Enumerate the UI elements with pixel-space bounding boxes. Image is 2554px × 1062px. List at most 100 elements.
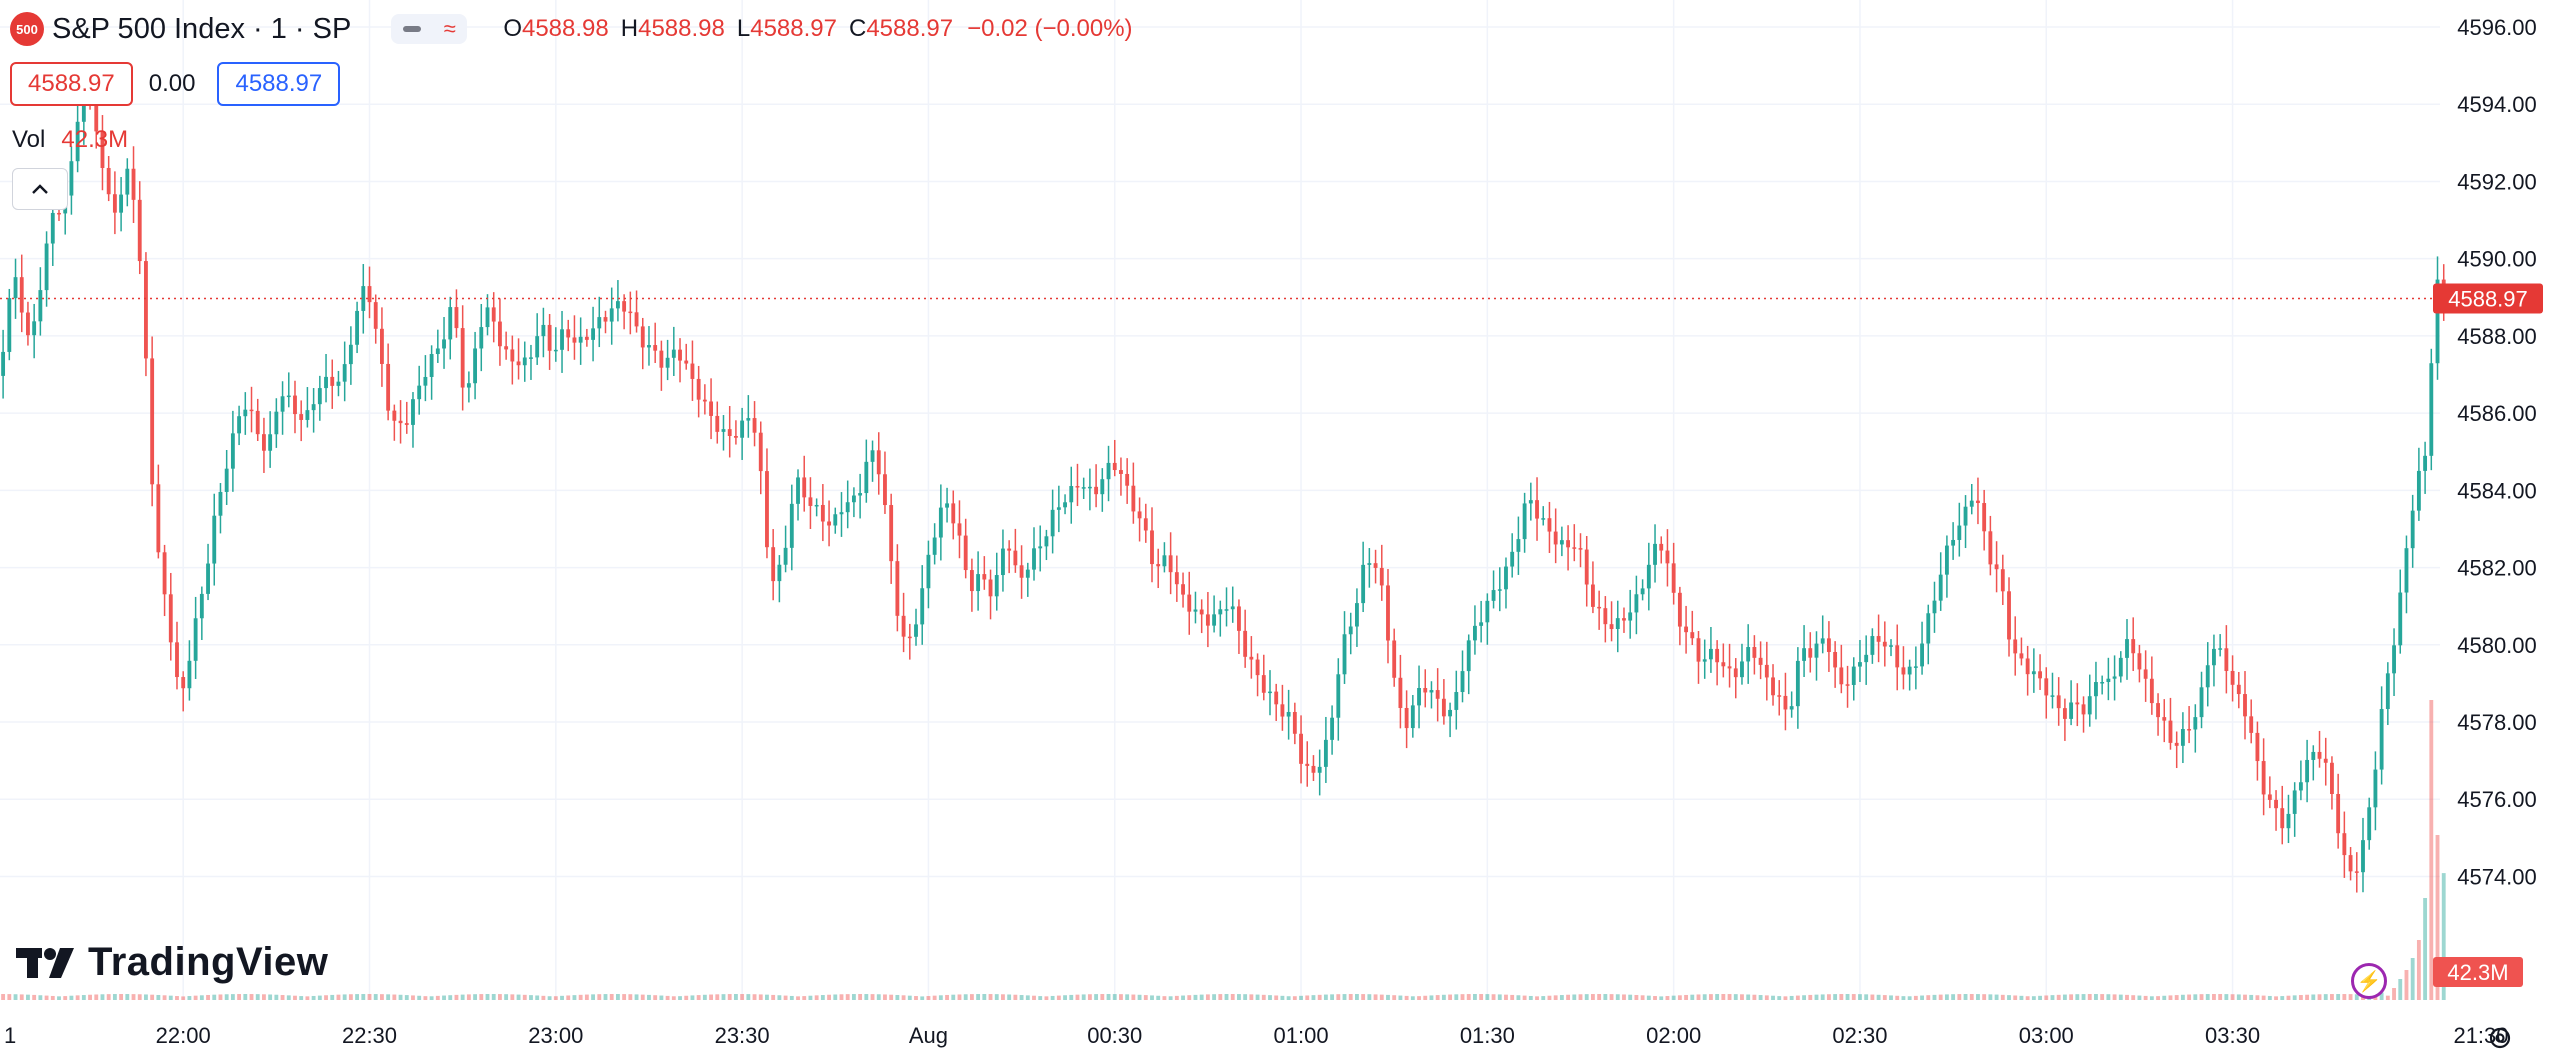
- volume-bar: [2218, 994, 2223, 1000]
- tradingview-logo[interactable]: TradingView: [16, 940, 328, 985]
- volume-bar: [1584, 994, 1589, 1000]
- candle-body: [479, 327, 484, 349]
- volume-bar: [1019, 995, 1024, 1000]
- candle-body: [1379, 567, 1384, 586]
- candle-body: [1559, 540, 1564, 545]
- candle-body: [1025, 569, 1030, 578]
- chevron-up-icon: [32, 184, 48, 194]
- candle-body: [858, 493, 863, 496]
- volume-bar: [765, 994, 769, 1000]
- minus-icon[interactable]: [402, 26, 421, 32]
- volume-bar: [249, 994, 254, 1000]
- candles: [1, 72, 2446, 893]
- volume-bar: [380, 994, 384, 1000]
- volume-bar: [1441, 994, 1446, 1000]
- candle-body: [1497, 589, 1502, 591]
- candle-body: [566, 329, 571, 338]
- candle-body: [1094, 486, 1099, 495]
- volume-bar: [1926, 995, 1931, 1000]
- volume-bar: [156, 994, 161, 1000]
- volume-bar: [2317, 994, 2322, 1000]
- candle-body: [1255, 659, 1260, 676]
- candle-body: [398, 420, 403, 424]
- candle-body: [876, 450, 881, 475]
- volume-bar: [1733, 994, 1738, 1000]
- candle-body: [945, 503, 949, 508]
- candle-body: [584, 336, 589, 340]
- volume-bar: [715, 994, 720, 1000]
- candle-body: [920, 588, 925, 625]
- volume-bar: [2336, 994, 2341, 1000]
- buy-button[interactable]: 4588.97: [217, 62, 341, 106]
- candle-body: [1516, 539, 1521, 552]
- candle-body: [2379, 709, 2384, 770]
- collapse-legend-button[interactable]: [12, 168, 68, 210]
- time-tick-label: 00:30: [1087, 1023, 1142, 1048]
- candle-body: [740, 420, 745, 438]
- volume-bar: [696, 995, 701, 1000]
- candle-body: [1342, 634, 1347, 675]
- volume-bar: [2168, 995, 2173, 1000]
- volume-bar: [1181, 995, 1185, 1000]
- candle-body: [1038, 546, 1043, 549]
- sell-button[interactable]: 4588.97: [10, 62, 133, 106]
- candle-body: [106, 167, 111, 195]
- volume-bar: [963, 994, 968, 1000]
- volume-bar: [2106, 994, 2111, 1000]
- volume-bar: [2044, 995, 2049, 1000]
- volume-bar: [547, 996, 552, 1000]
- candle-body: [293, 395, 297, 415]
- volume-bar: [1348, 994, 1353, 1000]
- volume-bar: [1323, 994, 1328, 1000]
- volume-bar: [1205, 994, 1210, 1000]
- volume-bar: [336, 994, 341, 1000]
- volume-bar: [1485, 994, 1490, 1000]
- volume-bar: [1032, 995, 1036, 1000]
- volume-legend[interactable]: Vol 42.3M: [12, 126, 128, 154]
- candle-body: [597, 317, 602, 329]
- volume-bar: [752, 994, 757, 1000]
- lightning-icon[interactable]: ⚡: [2351, 963, 2387, 999]
- series-toggle[interactable]: ≈: [391, 14, 468, 44]
- candle-body: [2385, 673, 2390, 710]
- candle-body: [895, 561, 900, 616]
- volume-bar: [2100, 994, 2105, 1000]
- candle-body: [1454, 692, 1459, 710]
- candle-body: [442, 339, 446, 349]
- volume-bar: [1764, 995, 1769, 1000]
- volume-bar: [2162, 995, 2167, 1000]
- candle-body: [2404, 548, 2409, 593]
- time-tick-label: 03:30: [2205, 1023, 2260, 1048]
- gear-icon[interactable]: [2480, 1018, 2520, 1058]
- candle-body: [286, 395, 291, 398]
- candle-body: [2118, 657, 2123, 677]
- candle-body: [2230, 670, 2235, 685]
- volume-bar: [2292, 995, 2297, 1000]
- candle-body: [1243, 630, 1248, 657]
- candle-body: [2199, 687, 2204, 718]
- volume-bar: [1435, 995, 1440, 1000]
- price-axis[interactable]: 4596.00 4594.00 4592.00 4590.00 4588.00 4586.…: [2457, 15, 2537, 889]
- candle-body: [2056, 695, 2061, 709]
- wave-icon[interactable]: ≈: [443, 16, 456, 41]
- volume-bar: [224, 994, 229, 1000]
- candle-body: [1143, 518, 1148, 531]
- candle-body: [1299, 733, 1303, 764]
- candle-body: [466, 383, 471, 388]
- candle-body: [1249, 656, 1254, 660]
- symbol-title[interactable]: S&P 500 Index · 1 · SP: [52, 12, 352, 45]
- volume-bar: [81, 995, 86, 1000]
- candle-body: [1715, 648, 1720, 663]
- volume-bar: [2038, 995, 2042, 1000]
- time-tick-label: 02:00: [1646, 1023, 1701, 1048]
- volume-bar: [1199, 994, 1204, 1000]
- candle-body: [839, 512, 844, 515]
- volume-bar: [827, 994, 831, 1000]
- spread-value: 0.00: [148, 70, 196, 97]
- time-tick-label: 03:00: [2019, 1023, 2074, 1048]
- candle-body: [1708, 648, 1713, 660]
- time-axis[interactable]: 1 22:00 22:30 23:00 23:30 Aug 00:30 01:00 01:30 0…: [4, 1023, 2509, 1048]
- candle-body: [94, 96, 99, 132]
- volume-bar: [603, 994, 608, 1000]
